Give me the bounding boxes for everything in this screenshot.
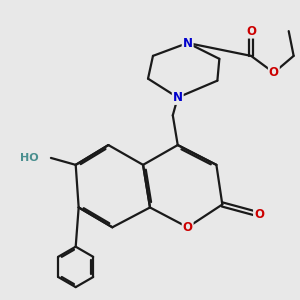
Text: N: N: [183, 37, 193, 50]
Text: HO: HO: [20, 153, 39, 163]
Text: O: O: [269, 66, 279, 79]
Text: N: N: [173, 91, 183, 104]
Text: O: O: [246, 25, 256, 38]
Text: O: O: [254, 208, 264, 221]
Text: O: O: [183, 221, 193, 234]
